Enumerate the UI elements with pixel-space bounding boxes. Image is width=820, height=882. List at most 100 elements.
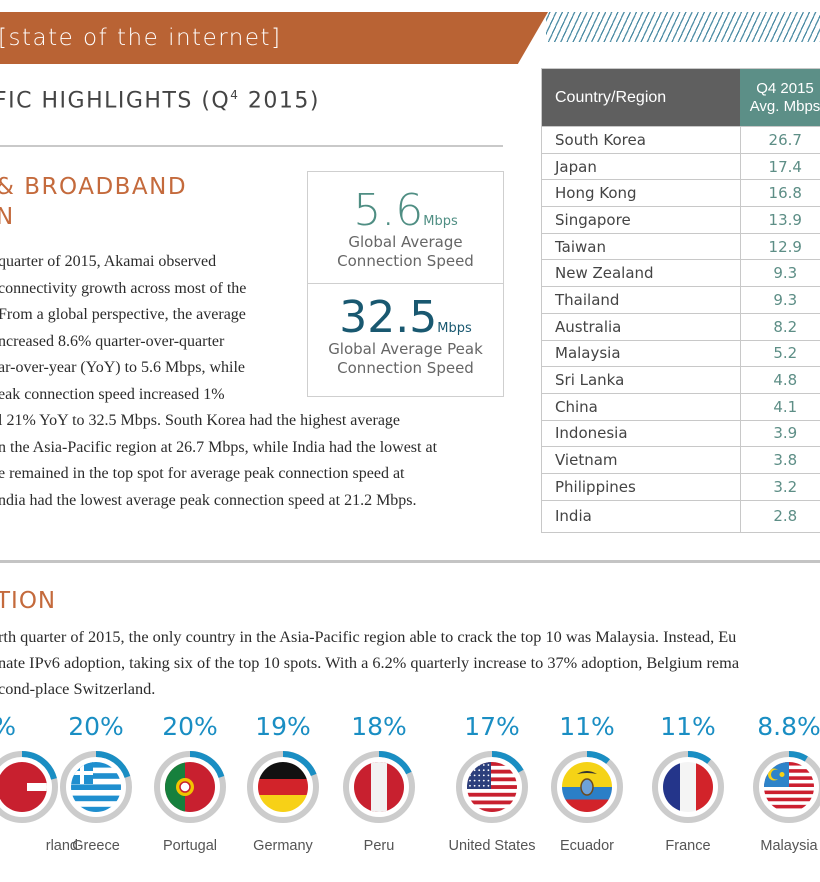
ring-progress-arc <box>0 751 58 823</box>
country-cell: Hong Kong <box>541 179 741 207</box>
ring-progress-arc <box>154 751 226 823</box>
paragraph-line: rth quarter of 2015, the only country in… <box>0 627 737 646</box>
ring-track <box>154 751 226 823</box>
table-row: Japan 17.4 <box>541 152 820 180</box>
ipv6-progress-ring <box>246 750 320 824</box>
ipv6-progress-ring <box>550 750 624 824</box>
country-cell: Philippines <box>541 472 741 501</box>
ipv6-country-item: 19% Germany <box>235 712 331 854</box>
portugal-flag-icon <box>165 762 215 812</box>
section-title-sup: 4 <box>230 88 240 102</box>
ipv6-percentage: 18% <box>351 712 407 741</box>
ipv6-progress-ring <box>153 750 227 824</box>
ring-progress-arc <box>652 751 724 823</box>
paragraph-line: e remained in the top spot for average p… <box>0 465 405 482</box>
stats-divider <box>308 283 503 284</box>
ipv6-country-item: 20% Portugal <box>142 712 238 854</box>
ring-progress-arc <box>753 751 820 823</box>
table-row: Singapore 13.9 <box>541 206 820 234</box>
ring-track <box>60 751 132 823</box>
ipv6-paragraph: rth quarter of 2015, the only country in… <box>0 624 739 702</box>
mbps-cell: 16.8 <box>740 179 820 207</box>
country-cell: Indonesia <box>541 419 741 447</box>
table-row: New Zealand 9.3 <box>541 259 820 287</box>
ipv6-country-item: 8.8% Malaysia <box>741 712 820 854</box>
ipv6-progress-ring <box>0 750 59 824</box>
ipv6-country-item: % rland <box>0 712 78 854</box>
ipv6-progress-ring <box>651 750 725 824</box>
ring-progress-arc <box>551 751 623 823</box>
banner-title: [state of the internet] <box>0 25 282 51</box>
speed-heading: & BROADBAND N <box>0 172 187 232</box>
paragraph-line: From a global perspective, the average <box>0 306 246 323</box>
malaysia-flag-icon <box>764 762 814 812</box>
paragraph-line: ar-over-year (YoY) to 5.6 Mbps, while <box>0 359 246 376</box>
ring-track <box>0 751 58 823</box>
country-cell: Taiwan <box>541 232 741 260</box>
country-cell: Thailand <box>541 286 741 314</box>
mbps-cell: 9.3 <box>740 286 820 314</box>
ipv6-country-item: 11% France <box>640 712 736 854</box>
ipv6-country-item: 20% Greece <box>48 712 144 854</box>
switzerland-flag-icon <box>0 762 47 812</box>
paragraph-line: ncreased 8.6% quarter-over-quarter <box>0 332 225 350</box>
ipv6-country-name: Peru <box>363 838 395 854</box>
ipv6-percentage: 20% <box>68 712 124 741</box>
mbps-cell: 8.2 <box>740 312 820 340</box>
greece-flag-icon <box>71 762 121 812</box>
table-row: India 2.8 <box>541 499 820 533</box>
ipv6-percentage: 17% <box>464 712 520 741</box>
ipv6-country-item: 17% United States <box>444 712 540 854</box>
ipv6-country-item: 11% Ecuador <box>539 712 635 854</box>
table-row: Indonesia 3.9 <box>541 419 820 447</box>
mbps-cell: 13.9 <box>740 206 820 234</box>
section-title-end: 2015) <box>239 88 320 114</box>
ipv6-progress-ring <box>752 750 820 824</box>
paragraph-line: nate IPv6 adoption, taking six of the to… <box>0 653 740 672</box>
ipv6-country-name: Ecuador <box>559 838 614 854</box>
ring-track <box>551 751 623 823</box>
country-cell: South Korea <box>541 126 741 154</box>
stat-caption: Connection Speed <box>337 359 474 377</box>
table-row: Thailand 9.3 <box>541 286 820 314</box>
ring-track <box>247 751 319 823</box>
divider-middle <box>0 560 820 563</box>
ipv6-country-name: Greece <box>72 838 120 854</box>
ipv6-progress-ring <box>59 750 133 824</box>
table-row: Vietnam 3.8 <box>541 446 820 474</box>
country-cell: India <box>541 499 741 533</box>
speed-paragraph: quarter of 2015, Akamai observed connect… <box>0 249 437 514</box>
table-row: Hong Kong 16.8 <box>541 179 820 207</box>
hatch-decoration <box>546 12 820 42</box>
germany-flag-icon <box>258 762 308 812</box>
table-row: Philippines 3.2 <box>541 472 820 501</box>
mbps-cell: 3.9 <box>740 419 820 447</box>
country-cell: Vietnam <box>541 446 741 474</box>
ipv6-heading: TION <box>0 588 57 614</box>
mbps-cell: 4.1 <box>740 392 820 421</box>
stat-global-peak: 32.5Mbps Global Average Peak Connection … <box>308 296 503 378</box>
mbps-cell: 4.8 <box>740 366 820 394</box>
stat-unit: Mbps <box>423 214 458 229</box>
table-row: China 4.1 <box>541 392 820 421</box>
ring-track <box>456 751 528 823</box>
usa-flag-icon <box>467 762 517 812</box>
france-flag-icon <box>663 762 713 812</box>
mbps-cell: 9.3 <box>740 259 820 287</box>
ipv6-country-item: 18% Peru <box>331 712 427 854</box>
ring-track <box>343 751 415 823</box>
ring-progress-arc <box>60 751 132 823</box>
paragraph-line: ndia had the lowest average peak connect… <box>0 491 417 509</box>
mbps-cell: 5.2 <box>740 339 820 367</box>
country-cell: China <box>541 392 741 421</box>
stat-caption: Global Average <box>348 233 463 251</box>
country-cell: Singapore <box>541 206 741 234</box>
speed-heading-line2: N <box>0 204 15 230</box>
mbps-cell: 3.8 <box>740 446 820 474</box>
table-header-row: Country/Region Q4 2015 Avg. Mbps <box>541 68 820 127</box>
stat-value: 32.5 <box>339 292 438 343</box>
section-title: FIC HIGHLIGHTS (Q4 2015) <box>0 88 320 113</box>
column-header-line: Q4 2015 <box>756 79 814 97</box>
ipv6-country-name: Germany <box>253 838 313 854</box>
ipv6-percentage: 8.8% <box>757 712 820 741</box>
